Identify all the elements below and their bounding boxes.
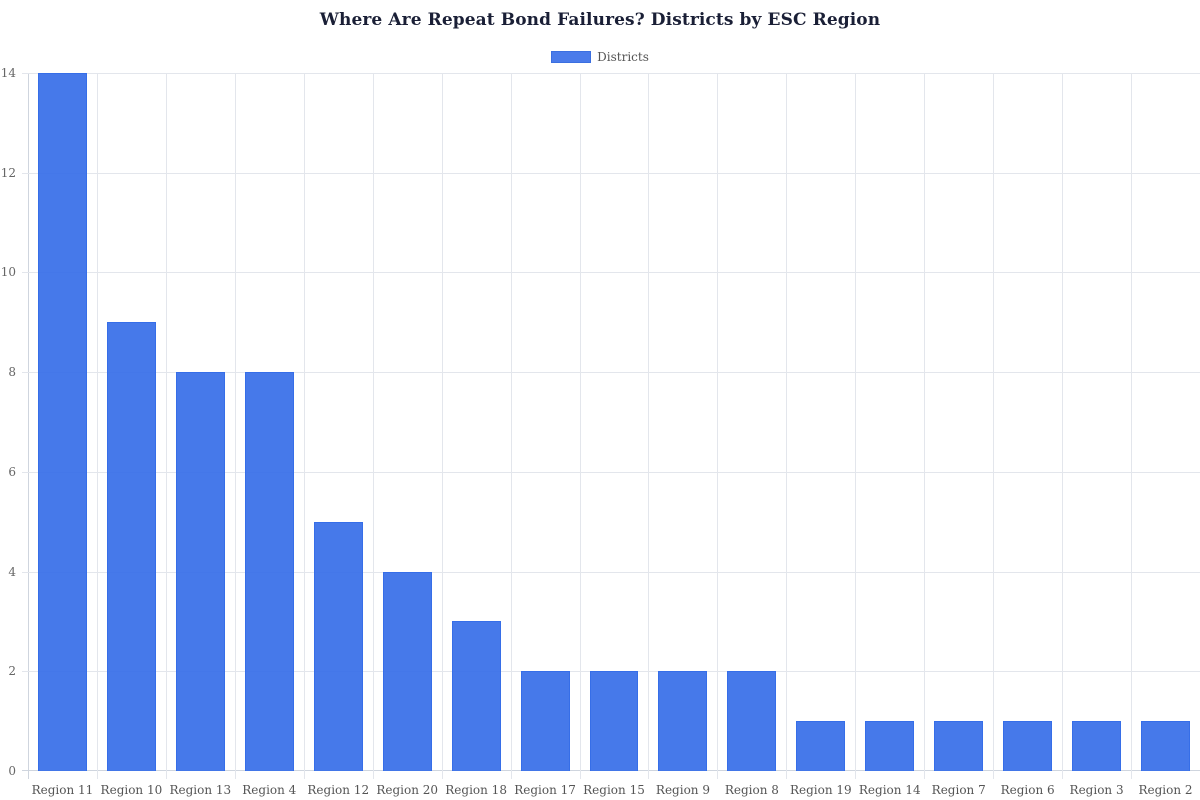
gridline-horizontal [22,172,1200,174]
x-tick-label: Region 3 [1069,783,1124,797]
legend: Districts [0,50,1200,64]
bar-region-12[interactable] [313,521,363,771]
y-tick-label: 4 [8,564,16,579]
y-tick-label: 6 [8,464,16,479]
x-tick-label: Region 9 [655,783,710,797]
gridline-vertical [372,73,374,779]
bar-region-3[interactable] [1072,721,1122,771]
x-tick-label: Region 13 [169,783,232,797]
gridline-horizontal [22,571,1200,573]
x-tick-label: Region 15 [583,783,645,797]
bar-region-19[interactable] [796,721,846,771]
gridline-vertical [96,73,98,779]
x-tick-label: Region 12 [307,783,370,797]
gridline-horizontal [22,471,1200,473]
bar-region-8[interactable] [727,671,777,771]
y-tick-label: 10 [0,265,16,280]
y-tick-label: 2 [8,664,16,679]
gridline-horizontal [22,73,1200,74]
bar-region-15[interactable] [589,671,639,771]
gridline-vertical [993,73,995,779]
x-tick-label: Region 10 [100,783,163,797]
legend-swatch[interactable] [551,51,592,63]
gridline-vertical [303,73,305,779]
gridline-vertical [165,73,167,779]
x-tick-label: Region 19 [789,783,852,797]
gridline-vertical [924,73,926,779]
bar-region-17[interactable] [520,671,570,771]
x-tick-label: Region 4 [242,783,297,797]
gridline-horizontal [22,272,1200,274]
x-tick-label: Region 2 [1138,783,1193,797]
y-tick-label: 0 [8,764,16,778]
bar-region-7[interactable] [934,721,984,771]
gridline-vertical [510,73,512,779]
x-tick-label: Region 8 [724,783,779,797]
y-axis [28,73,29,779]
bar-region-2[interactable] [1141,721,1190,771]
y-tick-label: 12 [0,165,16,180]
bar-region-4[interactable] [244,372,294,771]
bar-region-9[interactable] [658,671,708,771]
chart-title: Where Are Repeat Bond Failures? District… [319,10,881,30]
x-tick-label: Region 14 [858,783,921,797]
gridline-vertical [579,73,581,779]
gridline-vertical [234,73,236,779]
bar-region-6[interactable] [1003,721,1053,771]
gridline-vertical [1062,73,1064,779]
bar-region-18[interactable] [451,621,501,771]
x-tick-label: Region 7 [931,783,986,797]
gridline-horizontal [22,372,1200,374]
bar-region-13[interactable] [175,372,225,771]
y-tick-label: 8 [8,365,16,380]
gridline-vertical [786,73,788,779]
x-tick-label: Region 17 [514,783,576,797]
plot-area: 0 2 4 6 8 10 12 14 Region 11 Region 10 Region 13 Re… [1,66,1200,797]
x-tick-label: Region 11 [31,783,94,797]
x-tick-label: Region 6 [1000,783,1055,797]
x-tick-label: Region 18 [445,783,507,797]
gridline-vertical [648,73,650,779]
gridline-vertical [1131,73,1133,779]
gridline-vertical [717,73,719,779]
legend-label[interactable]: Districts [597,50,649,64]
bar-region-20[interactable] [382,571,432,771]
y-tick-label: 14 [0,66,16,80]
x-tick-label: Region 20 [376,783,439,797]
gridline-vertical [855,73,857,779]
bar-region-10[interactable] [106,322,156,771]
bar-region-14[interactable] [865,721,915,771]
bar-region-11[interactable] [37,73,87,771]
gridline-vertical [441,73,443,779]
